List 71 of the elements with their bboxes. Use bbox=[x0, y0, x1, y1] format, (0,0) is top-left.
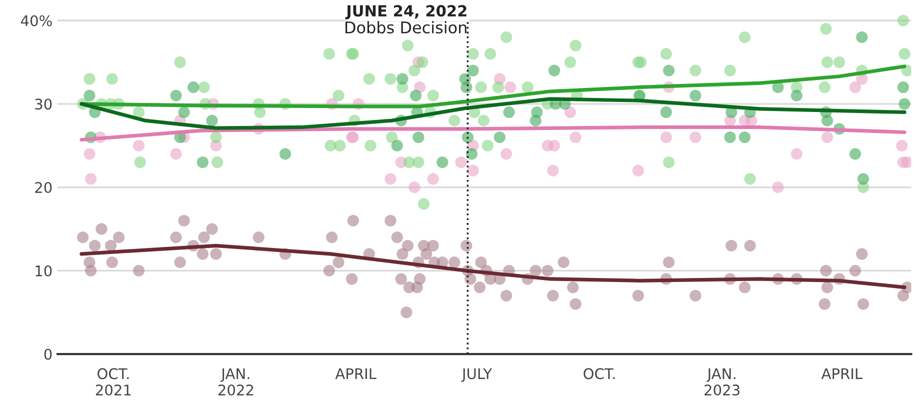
point bbox=[196, 156, 208, 168]
point bbox=[503, 106, 515, 118]
point bbox=[279, 148, 292, 160]
point bbox=[494, 131, 506, 144]
point bbox=[660, 106, 672, 118]
x-tick-label: JAN. 2023 bbox=[704, 368, 740, 396]
point bbox=[570, 131, 582, 144]
point bbox=[84, 90, 96, 102]
point bbox=[790, 148, 802, 160]
point bbox=[548, 140, 560, 152]
point bbox=[821, 131, 834, 144]
point bbox=[410, 90, 422, 102]
point bbox=[772, 181, 784, 194]
point bbox=[391, 140, 403, 152]
point bbox=[790, 90, 802, 102]
point bbox=[467, 64, 479, 76]
point bbox=[564, 106, 576, 118]
point bbox=[690, 90, 702, 102]
point bbox=[548, 64, 560, 76]
y-tick-label: 40% bbox=[20, 15, 52, 26]
point bbox=[459, 73, 471, 85]
point bbox=[896, 140, 908, 152]
point bbox=[857, 173, 870, 185]
point bbox=[132, 140, 145, 152]
point bbox=[500, 148, 512, 160]
y-tick-label: 20 bbox=[35, 182, 52, 194]
point bbox=[85, 173, 97, 185]
point bbox=[898, 98, 910, 110]
point bbox=[856, 31, 868, 44]
annotation: Dobbs Decision bbox=[346, 21, 466, 34]
point bbox=[849, 81, 862, 94]
x-tick-label: OCT. 2021 bbox=[96, 368, 131, 396]
point bbox=[504, 81, 516, 94]
point bbox=[455, 156, 467, 168]
point bbox=[901, 156, 912, 168]
point bbox=[170, 148, 182, 160]
y-tick-label: 30 bbox=[35, 98, 52, 110]
point bbox=[408, 181, 420, 194]
point bbox=[206, 114, 218, 126]
point bbox=[662, 64, 675, 76]
x-tick-label: OCT. bbox=[584, 368, 615, 380]
x-tick-label: APRIL bbox=[821, 368, 863, 379]
y-tick-label: 10 bbox=[36, 265, 52, 276]
point bbox=[178, 106, 190, 118]
point bbox=[724, 131, 736, 144]
point bbox=[384, 173, 396, 185]
point bbox=[84, 148, 96, 160]
point bbox=[412, 131, 424, 144]
point bbox=[632, 164, 644, 176]
point bbox=[188, 81, 200, 94]
point bbox=[531, 106, 543, 118]
y-tick-label: 0 bbox=[44, 348, 52, 360]
x-tick-label: JAN. 2022 bbox=[218, 368, 254, 396]
line-series bbox=[80, 125, 906, 142]
point bbox=[462, 131, 474, 144]
point bbox=[821, 114, 834, 126]
point bbox=[738, 131, 751, 144]
point bbox=[467, 164, 479, 176]
x-tick-label: JULY bbox=[461, 368, 492, 382]
point bbox=[436, 156, 448, 168]
ref-line-label: JUNE 24, 2022 bbox=[345, 5, 466, 20]
point bbox=[427, 173, 439, 185]
point bbox=[897, 81, 909, 94]
point bbox=[660, 131, 672, 144]
point bbox=[849, 148, 862, 160]
point bbox=[170, 90, 182, 102]
point bbox=[396, 73, 408, 85]
point bbox=[466, 148, 478, 160]
point bbox=[690, 131, 702, 144]
x-tick-label: APRIL bbox=[335, 368, 376, 379]
point bbox=[547, 164, 559, 176]
